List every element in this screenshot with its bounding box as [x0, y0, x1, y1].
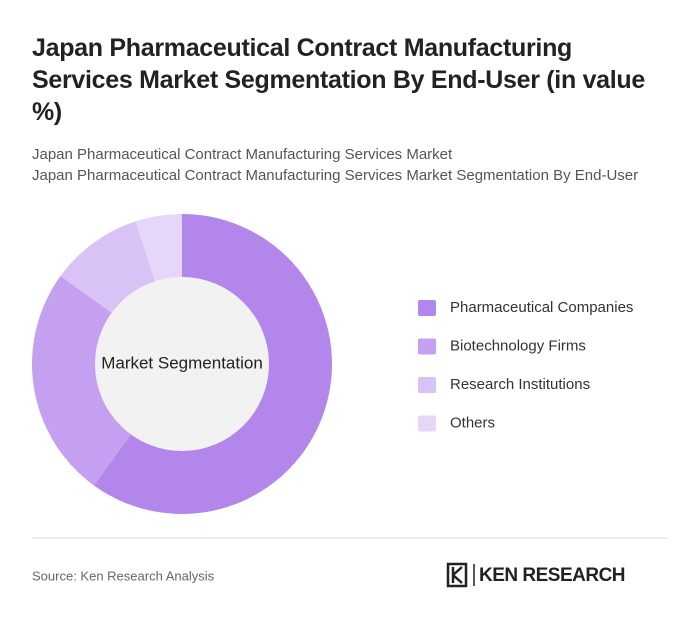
logo-text: KEN RESEARCH	[479, 565, 625, 586]
legend-swatch	[418, 377, 436, 393]
legend-swatch	[418, 415, 436, 432]
donut-hole	[95, 277, 269, 451]
logo-icon	[446, 562, 475, 588]
chart-title: Japan Pharmaceutical Contract Manufactur…	[32, 34, 645, 126]
legend-swatch	[418, 338, 436, 355]
center-label: Market Segmentation	[101, 353, 263, 372]
legend-swatch	[418, 300, 436, 316]
legend-label: Biotechnology Firms	[450, 337, 586, 354]
subtitle: Japan Pharmaceutical Contract Manufactur…	[32, 146, 453, 163]
legend-label: Others	[450, 414, 495, 431]
legend-label: Research Institutions	[450, 376, 590, 393]
source: Source: Ken Research Analysis	[32, 568, 215, 583]
subtitle: Japan Pharmaceutical Contract Manufactur…	[32, 167, 639, 184]
legend-label: Pharmaceutical Companies	[450, 299, 633, 316]
